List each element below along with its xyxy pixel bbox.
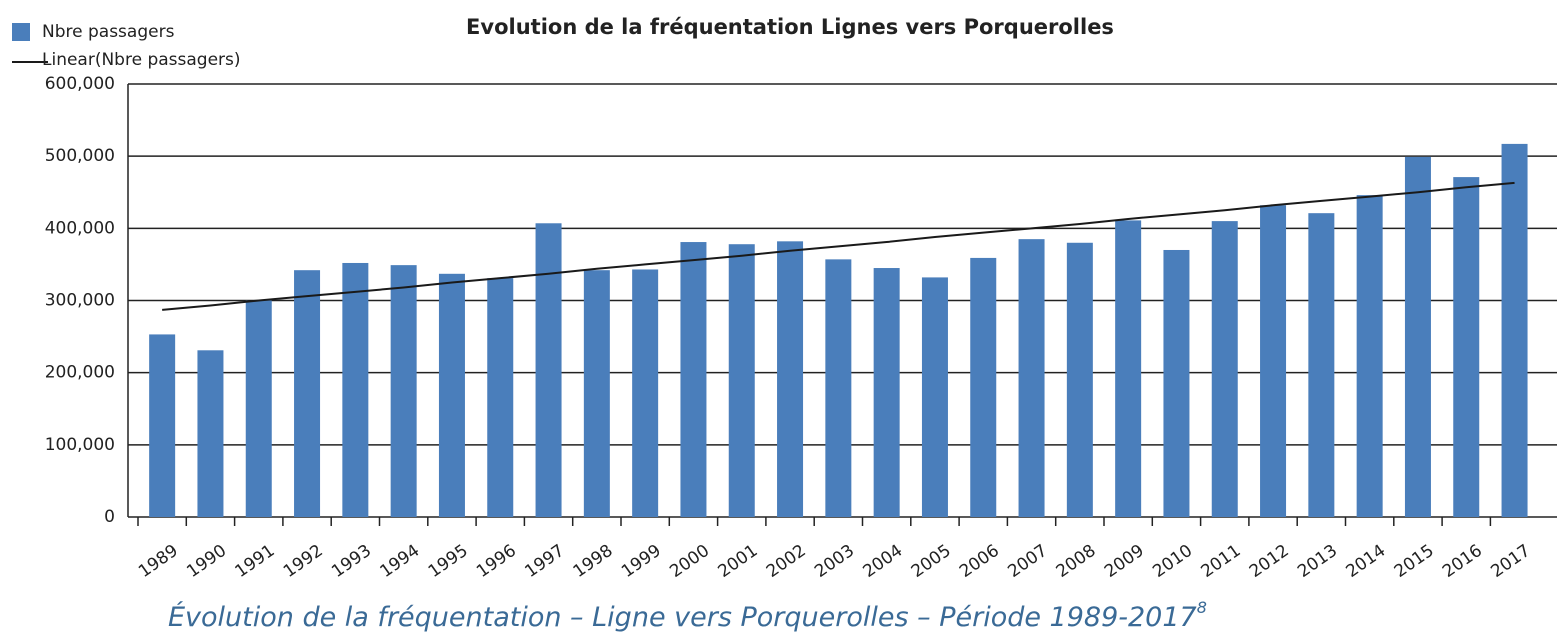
bar [583, 270, 610, 517]
bar [921, 277, 948, 517]
y-tick-label: 400,000 [45, 218, 115, 238]
bar [245, 300, 272, 517]
x-tick-label: 2006 [956, 541, 1003, 582]
caption-text: Évolution de la fréquentation – Ligne ve… [168, 601, 1197, 633]
bar [390, 265, 417, 517]
x-tick-label: 2005 [908, 541, 955, 582]
bar [1404, 156, 1431, 517]
x-tick-label: 2001 [715, 541, 762, 582]
x-tick-label: 2009 [1101, 541, 1148, 582]
legend-label: Nbre passagers [42, 22, 175, 42]
x-tick-label: 2003 [811, 541, 858, 582]
y-tick-label: 500,000 [45, 146, 115, 166]
x-tick-label: 2017 [1487, 541, 1534, 582]
bar [1211, 221, 1238, 517]
y-tick-label: 200,000 [45, 363, 115, 383]
bar [149, 334, 176, 517]
caption: Évolution de la fréquentation – Ligne ve… [168, 598, 1207, 633]
bar [535, 223, 562, 517]
bar [1163, 249, 1190, 517]
bar [1018, 239, 1045, 518]
bar [1453, 177, 1480, 517]
bar [438, 273, 465, 517]
x-tick-label: 2012 [1246, 541, 1293, 582]
x-tick-label: 2002 [763, 541, 810, 582]
x-tick-label: 1995 [425, 541, 472, 582]
x-tick-label: 2015 [1391, 541, 1438, 582]
x-tick-label: 1990 [183, 541, 230, 582]
x-tick-label: 1996 [473, 541, 520, 582]
bar [873, 268, 900, 517]
bar [487, 278, 514, 517]
bar [1260, 205, 1287, 518]
bar [342, 262, 369, 517]
bar [1308, 213, 1335, 517]
x-tick-label: 1998 [570, 541, 617, 582]
bar [825, 259, 852, 517]
chart-title: Evolution de la fréquentation Lignes ver… [466, 15, 1114, 39]
y-tick-label: 300,000 [45, 291, 115, 311]
x-tick-label: 2000 [666, 541, 713, 582]
x-tick-label: 1999 [618, 541, 665, 582]
bar [197, 350, 224, 517]
bar [777, 241, 804, 517]
bar [1501, 143, 1528, 518]
x-tick-label: 1992 [280, 541, 327, 582]
x-tick-label: 2007 [1004, 541, 1051, 582]
x-tick-label: 2014 [1342, 541, 1389, 582]
bar [1115, 220, 1142, 517]
bar [680, 242, 707, 518]
x-tick-label: 1993 [328, 541, 375, 582]
x-tick-label: 2010 [1149, 541, 1196, 582]
bar [1066, 242, 1093, 517]
x-tick-label: 2008 [1053, 541, 1100, 582]
caption-note: 8 [1197, 598, 1207, 617]
x-tick-label: 1994 [376, 541, 423, 582]
trend-line [162, 181, 1515, 311]
x-tick-label: 1989 [135, 541, 182, 582]
bar [632, 269, 659, 517]
bar [294, 270, 321, 517]
x-tick-label: 2013 [1294, 541, 1341, 582]
y-tick-label: 600,000 [45, 74, 115, 94]
y-tick-label: 100,000 [45, 435, 115, 455]
x-tick-label: 2016 [1439, 541, 1486, 582]
bar [728, 244, 755, 517]
legend-label: Linear(Nbre passagers) [42, 50, 241, 70]
bar [1356, 195, 1383, 518]
x-tick-label: 1997 [521, 541, 568, 582]
legend-swatch [12, 23, 30, 41]
x-tick-label: 2004 [859, 541, 906, 582]
x-tick-label: 1991 [232, 541, 279, 582]
bar [970, 257, 997, 517]
y-tick-label: 0 [104, 507, 115, 527]
x-tick-label: 2011 [1198, 541, 1245, 582]
